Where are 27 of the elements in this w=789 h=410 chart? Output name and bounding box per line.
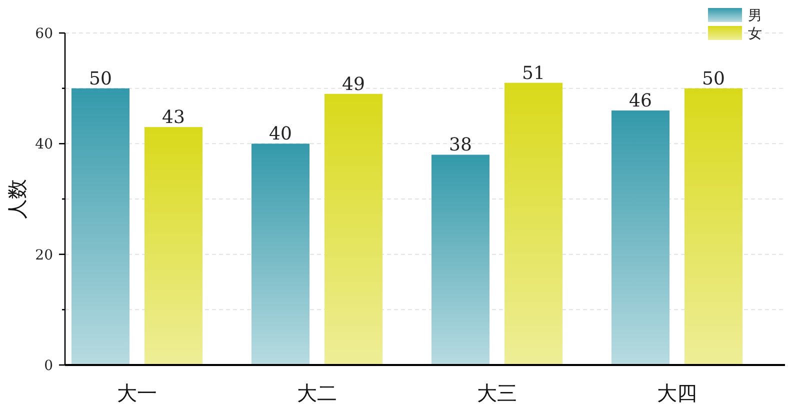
bar bbox=[324, 94, 382, 365]
bar bbox=[72, 88, 130, 365]
bar bbox=[612, 110, 670, 365]
y-tick-label: 60 bbox=[35, 26, 53, 42]
x-tick-label: 大二 bbox=[297, 381, 337, 405]
bar bbox=[684, 88, 742, 365]
y-tick-label: 20 bbox=[35, 247, 53, 264]
legend-label: 男 bbox=[748, 8, 762, 24]
bar bbox=[144, 127, 202, 365]
data-label: 46 bbox=[629, 90, 652, 112]
data-label: 49 bbox=[342, 74, 365, 95]
y-tick-label: 40 bbox=[35, 136, 53, 153]
bar bbox=[252, 144, 310, 365]
x-tick-label: 大一 bbox=[117, 381, 157, 405]
data-label: 51 bbox=[522, 62, 545, 84]
data-label: 50 bbox=[702, 68, 725, 90]
data-label: 50 bbox=[89, 68, 112, 90]
legend-label: 女 bbox=[748, 26, 762, 42]
data-label: 38 bbox=[449, 134, 472, 156]
bar bbox=[432, 154, 490, 365]
y-axis-title: 人数 bbox=[5, 179, 29, 219]
x-tick-label: 大三 bbox=[477, 381, 517, 405]
data-label: 43 bbox=[162, 107, 185, 128]
bar bbox=[504, 82, 562, 365]
data-label: 40 bbox=[269, 124, 292, 145]
x-tick-label: 大四 bbox=[657, 381, 697, 405]
y-tick-label: 0 bbox=[44, 358, 53, 374]
